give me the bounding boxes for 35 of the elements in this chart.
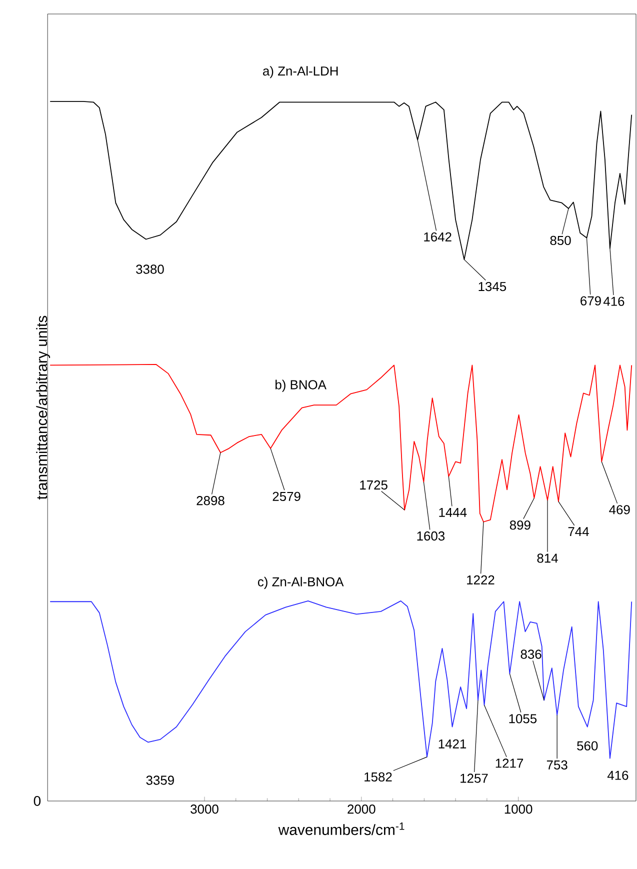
annotation: 1582 bbox=[364, 772, 392, 782]
annotation: 3380 bbox=[136, 264, 164, 274]
annotation: 416 bbox=[607, 770, 628, 780]
annotation: 836 bbox=[520, 650, 542, 659]
annotation: 2898 bbox=[196, 496, 224, 506]
annotation: 899 bbox=[510, 520, 530, 530]
annotation: 1642 bbox=[424, 232, 452, 242]
annotation: 1217 bbox=[496, 758, 524, 768]
annotation: 753 bbox=[546, 760, 568, 770]
annotation: 850 bbox=[550, 236, 571, 246]
annotation: 814 bbox=[537, 554, 558, 563]
annotation: 1257 bbox=[460, 774, 488, 783]
x-tick-label: 3000 bbox=[190, 804, 218, 814]
annotation: 1421 bbox=[438, 739, 466, 748]
annotation: 679 bbox=[580, 296, 601, 306]
annotation: 1222 bbox=[467, 575, 494, 584]
annotation: 1725 bbox=[360, 480, 388, 490]
annotation: 744 bbox=[568, 527, 589, 536]
x-axis-title: wavenumbers/cm$^{-1}$ bbox=[278, 822, 404, 836]
annotation: 1345 bbox=[478, 282, 506, 292]
text: 0 bbox=[34, 796, 41, 806]
x-tick-label: 2000 bbox=[348, 804, 376, 814]
annotation: 469 bbox=[609, 505, 630, 514]
series-label: a) Zn-Al-LDH bbox=[263, 66, 338, 78]
annotation: 1603 bbox=[417, 531, 445, 541]
annotation: 416 bbox=[603, 296, 624, 306]
annotation: 2579 bbox=[272, 492, 300, 502]
annotation: 560 bbox=[577, 741, 598, 750]
series-label: b) BNOA bbox=[276, 380, 326, 392]
y-axis-title: transmittance/arbitrary units bbox=[36, 316, 50, 500]
annotation: 1055 bbox=[509, 714, 537, 724]
annotation: 1444 bbox=[439, 508, 467, 517]
x-tick-label: 1000 bbox=[504, 804, 532, 814]
series-label: c) Zn-Al-BNOA bbox=[258, 576, 344, 589]
annotation: 3359 bbox=[146, 776, 174, 785]
